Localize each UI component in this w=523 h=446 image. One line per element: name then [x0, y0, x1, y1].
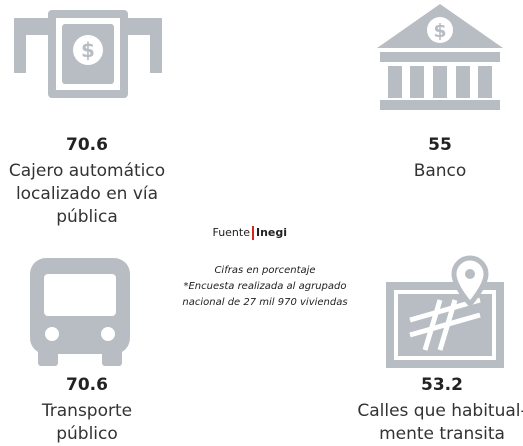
item-value: 70.6	[66, 135, 108, 155]
item-label: pública	[56, 207, 118, 227]
item-value: 53.2	[421, 375, 463, 395]
bank-icon: $	[377, 4, 503, 110]
source-separator	[252, 226, 254, 240]
atm-icon: $	[14, 10, 162, 98]
svg-text:$: $	[433, 20, 446, 42]
item-label: público	[56, 424, 118, 444]
item-label: Transporte	[41, 401, 132, 421]
item-label: localizado en vía	[16, 184, 158, 204]
item-label: Cajero automático	[9, 161, 165, 181]
map-icon	[386, 255, 504, 368]
item-value: 70.6	[66, 375, 108, 395]
source-name: Inegi	[256, 226, 287, 239]
bus-icon	[30, 258, 130, 366]
note: nacional de 27 mil 970 viviendas	[182, 297, 347, 308]
item-label: Banco	[414, 161, 467, 181]
item-label: mente transita	[379, 424, 505, 444]
svg-text:$: $	[81, 38, 95, 62]
source-prefix: Fuente	[212, 226, 250, 239]
note: *Encuesta realizada al agrupado	[183, 281, 346, 292]
item-value: 55	[428, 135, 452, 155]
item-label: Calles que habitual-	[357, 401, 523, 421]
note: Cifras en porcentaje	[214, 265, 315, 276]
